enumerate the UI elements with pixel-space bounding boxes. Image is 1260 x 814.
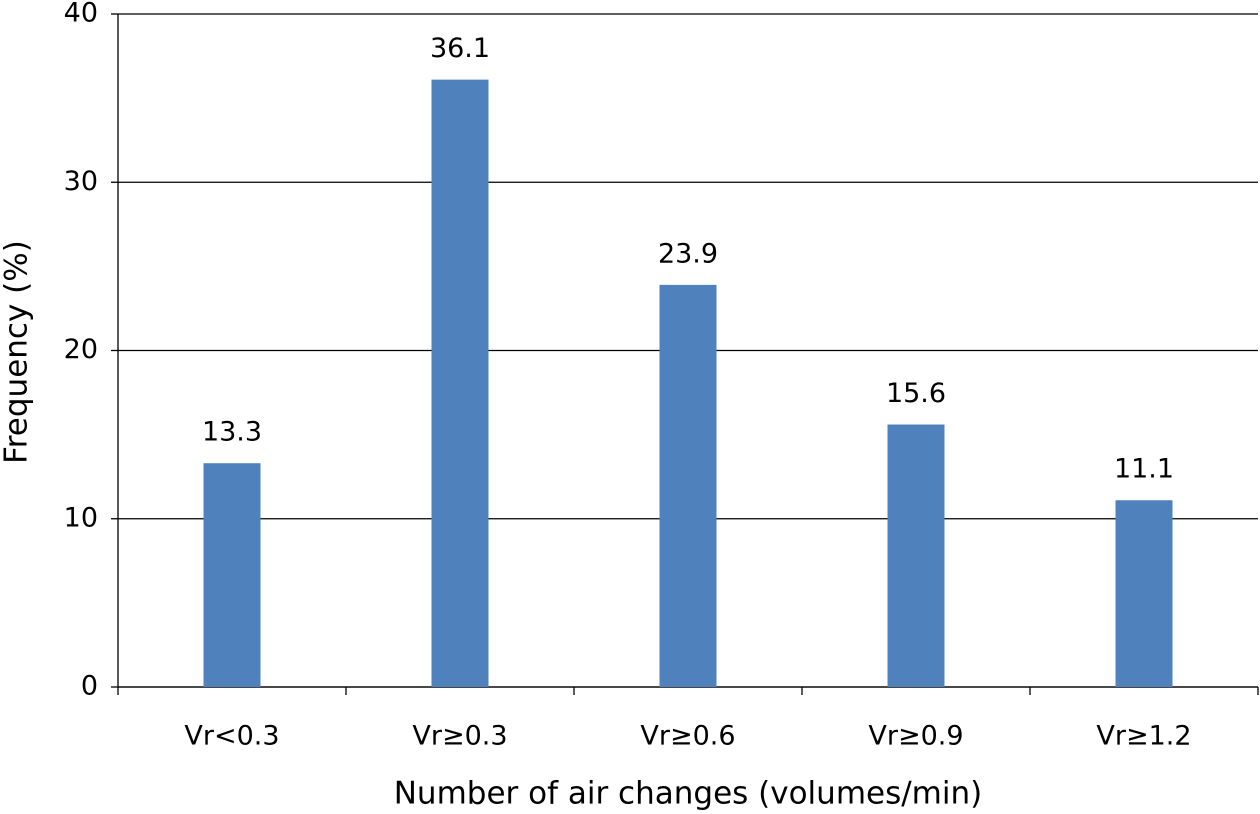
x-tick-label: Vr≥0.3 — [412, 721, 507, 752]
data-label: 15.6 — [886, 378, 946, 409]
x-tick-label: Vr≥0.9 — [868, 721, 963, 752]
bar — [1115, 500, 1173, 687]
bar — [659, 284, 717, 687]
bar — [431, 79, 489, 688]
data-label: 13.3 — [202, 417, 262, 448]
y-tick-label: 10 — [64, 502, 98, 533]
data-label: 11.1 — [1114, 454, 1174, 485]
y-tick-label: 20 — [64, 334, 98, 365]
x-axis-title: Number of air changes (volumes/min) — [394, 776, 983, 812]
y-tick-label: 30 — [64, 166, 98, 197]
x-tick-label: Vr≥0.6 — [640, 721, 735, 752]
x-tick-label: Vr≥1.2 — [1096, 721, 1191, 752]
x-tick-label: Vr<0.3 — [184, 721, 279, 752]
y-tick-label: 0 — [81, 671, 98, 702]
data-label: 36.1 — [430, 33, 490, 64]
y-tick-label: 40 — [64, 0, 98, 29]
bar — [887, 424, 945, 687]
y-axis-title: Frequency (%) — [0, 240, 35, 464]
bar — [203, 463, 261, 687]
data-label: 23.9 — [658, 238, 718, 269]
